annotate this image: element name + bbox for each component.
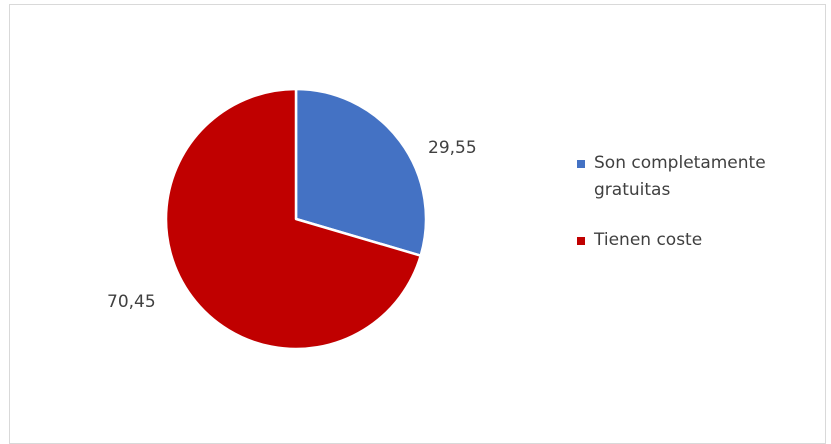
pie-slice-tienen-coste <box>164 87 422 351</box>
legend-item-son-completamente-gratuitas: Son completamente gratuitas <box>577 150 817 204</box>
data-label-son-completamente-gratuitas: 29,55 <box>428 138 477 158</box>
pie-chart: 29,55 70,45 <box>107 87 477 351</box>
legend-swatch-tienen-coste <box>577 237 585 245</box>
legend: Son completamente gratuitas Tienen coste <box>577 150 817 254</box>
legend-label-tienen-coste: Tienen coste <box>594 230 703 250</box>
legend-swatch-son-completamente-gratuitas <box>577 160 585 168</box>
legend-item-tienen-coste: Tienen coste <box>577 227 817 254</box>
legend-label-son-completamente-gratuitas: Son completamente gratuitas <box>594 153 766 200</box>
pie-slice-son-completamente-gratuitas <box>294 87 428 257</box>
data-label-tienen-coste: 70,45 <box>107 292 156 312</box>
